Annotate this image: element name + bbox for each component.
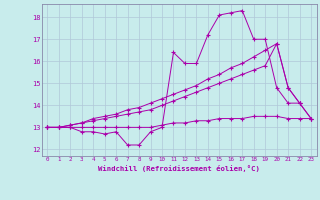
X-axis label: Windchill (Refroidissement éolien,°C): Windchill (Refroidissement éolien,°C) [98,165,260,172]
